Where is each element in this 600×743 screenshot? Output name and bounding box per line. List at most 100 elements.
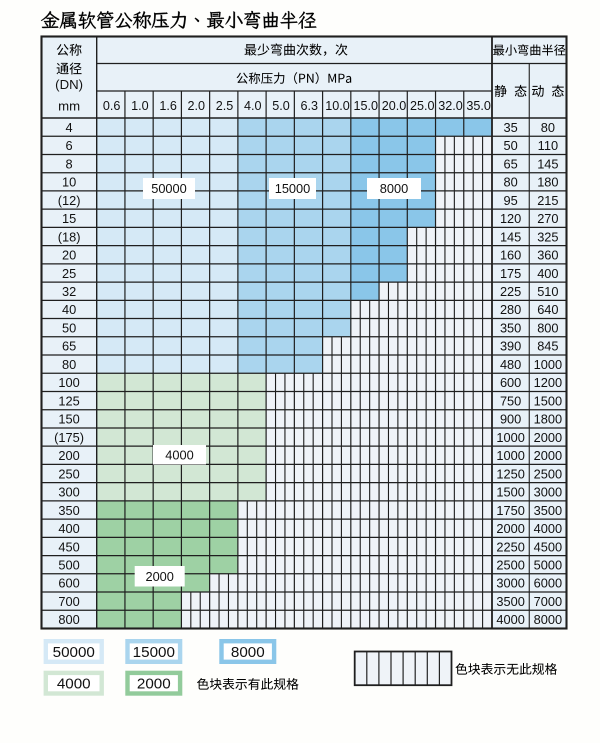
svg-text:640: 640 xyxy=(537,302,558,317)
svg-text:125: 125 xyxy=(58,393,79,408)
svg-text:5.0: 5.0 xyxy=(272,99,290,113)
svg-text:2000: 2000 xyxy=(137,676,171,693)
svg-text:40: 40 xyxy=(62,302,76,317)
svg-text:215: 215 xyxy=(537,193,558,208)
svg-text:mm: mm xyxy=(58,98,80,113)
svg-text:25.0: 25.0 xyxy=(410,99,435,113)
svg-text:4.0: 4.0 xyxy=(244,99,262,113)
svg-text:500: 500 xyxy=(58,557,79,572)
svg-text:2000: 2000 xyxy=(496,521,524,536)
svg-text:3500: 3500 xyxy=(534,503,562,518)
svg-text:50: 50 xyxy=(62,320,76,335)
svg-text:1.0: 1.0 xyxy=(131,99,149,113)
svg-text:280: 280 xyxy=(500,302,521,317)
svg-text:145: 145 xyxy=(500,229,521,244)
svg-text:0.6: 0.6 xyxy=(103,99,121,113)
svg-text:400: 400 xyxy=(537,266,558,281)
svg-text:450: 450 xyxy=(58,539,79,554)
svg-text:390: 390 xyxy=(500,339,521,354)
svg-text:900: 900 xyxy=(500,412,521,427)
svg-text:80: 80 xyxy=(541,120,555,135)
svg-text:800: 800 xyxy=(58,612,79,627)
svg-text:480: 480 xyxy=(500,357,521,372)
svg-text:4000: 4000 xyxy=(496,612,524,627)
svg-text:65: 65 xyxy=(62,339,76,354)
svg-text:15.0: 15.0 xyxy=(353,99,378,113)
svg-text:15000: 15000 xyxy=(275,181,311,196)
svg-text:750: 750 xyxy=(500,393,521,408)
svg-text:3000: 3000 xyxy=(534,485,562,500)
svg-text:32: 32 xyxy=(62,284,76,299)
svg-text:2000: 2000 xyxy=(534,430,562,445)
svg-text:6: 6 xyxy=(66,138,73,153)
svg-text:4: 4 xyxy=(66,120,73,135)
svg-text:4000: 4000 xyxy=(534,521,562,536)
svg-text:4500: 4500 xyxy=(534,539,562,554)
svg-text:175: 175 xyxy=(500,266,521,281)
svg-text:35.0: 35.0 xyxy=(466,99,491,113)
svg-text:600: 600 xyxy=(500,375,521,390)
svg-text:50000: 50000 xyxy=(151,181,187,196)
svg-text:80: 80 xyxy=(62,357,76,372)
svg-text:8: 8 xyxy=(66,156,73,171)
svg-text:1800: 1800 xyxy=(534,412,562,427)
svg-text:1500: 1500 xyxy=(534,393,562,408)
svg-text:160: 160 xyxy=(500,248,521,263)
svg-text:25: 25 xyxy=(62,266,76,281)
svg-text:180: 180 xyxy=(537,175,558,190)
svg-text:35: 35 xyxy=(504,120,518,135)
svg-text:8000: 8000 xyxy=(534,612,562,627)
svg-text:80: 80 xyxy=(504,175,518,190)
svg-text:95: 95 xyxy=(504,193,518,208)
svg-text:10: 10 xyxy=(62,175,76,190)
svg-text:15000: 15000 xyxy=(133,644,175,661)
svg-text:4000: 4000 xyxy=(165,447,193,462)
svg-text:350: 350 xyxy=(58,503,79,518)
svg-text:(175): (175) xyxy=(54,430,84,445)
svg-text:1.6: 1.6 xyxy=(159,99,177,113)
svg-text:20: 20 xyxy=(62,248,76,263)
svg-text:145: 145 xyxy=(537,156,558,171)
svg-text:100: 100 xyxy=(58,375,79,390)
svg-text:2500: 2500 xyxy=(496,557,524,572)
svg-text:65: 65 xyxy=(504,156,518,171)
svg-text:1750: 1750 xyxy=(496,503,524,518)
svg-text:7000: 7000 xyxy=(534,594,562,609)
svg-text:4000: 4000 xyxy=(57,676,91,693)
svg-text:120: 120 xyxy=(500,211,521,226)
svg-text:400: 400 xyxy=(58,521,79,536)
svg-text:510: 510 xyxy=(537,284,558,299)
svg-text:2250: 2250 xyxy=(496,539,524,554)
svg-text:(12): (12) xyxy=(58,193,81,208)
svg-text:3000: 3000 xyxy=(496,576,524,591)
svg-text:350: 350 xyxy=(500,320,521,335)
svg-text:325: 325 xyxy=(537,229,558,244)
svg-text:6.3: 6.3 xyxy=(301,99,319,113)
svg-text:15: 15 xyxy=(62,211,76,226)
svg-text:2.0: 2.0 xyxy=(188,99,206,113)
svg-text:10.0: 10.0 xyxy=(325,99,350,113)
svg-text:5000: 5000 xyxy=(534,557,562,572)
svg-text:1000: 1000 xyxy=(496,430,524,445)
svg-text:250: 250 xyxy=(58,466,79,481)
svg-text:32.0: 32.0 xyxy=(438,99,463,113)
svg-text:8000: 8000 xyxy=(380,181,408,196)
svg-text:300: 300 xyxy=(58,485,79,500)
svg-text:50000: 50000 xyxy=(53,644,95,661)
svg-text:1000: 1000 xyxy=(496,448,524,463)
svg-text:3500: 3500 xyxy=(496,594,524,609)
svg-text:6000: 6000 xyxy=(534,576,562,591)
svg-text:(18): (18) xyxy=(58,229,81,244)
svg-text:1000: 1000 xyxy=(534,357,562,372)
svg-text:2000: 2000 xyxy=(145,569,173,584)
svg-text:360: 360 xyxy=(537,248,558,263)
svg-text:110: 110 xyxy=(538,138,558,153)
svg-text:845: 845 xyxy=(537,339,558,354)
svg-text:225: 225 xyxy=(500,284,521,299)
svg-text:800: 800 xyxy=(537,320,558,335)
svg-text:1500: 1500 xyxy=(496,485,524,500)
svg-text:8000: 8000 xyxy=(231,644,265,661)
svg-text:1250: 1250 xyxy=(496,466,524,481)
svg-text:600: 600 xyxy=(58,576,79,591)
svg-text:1200: 1200 xyxy=(534,375,562,390)
